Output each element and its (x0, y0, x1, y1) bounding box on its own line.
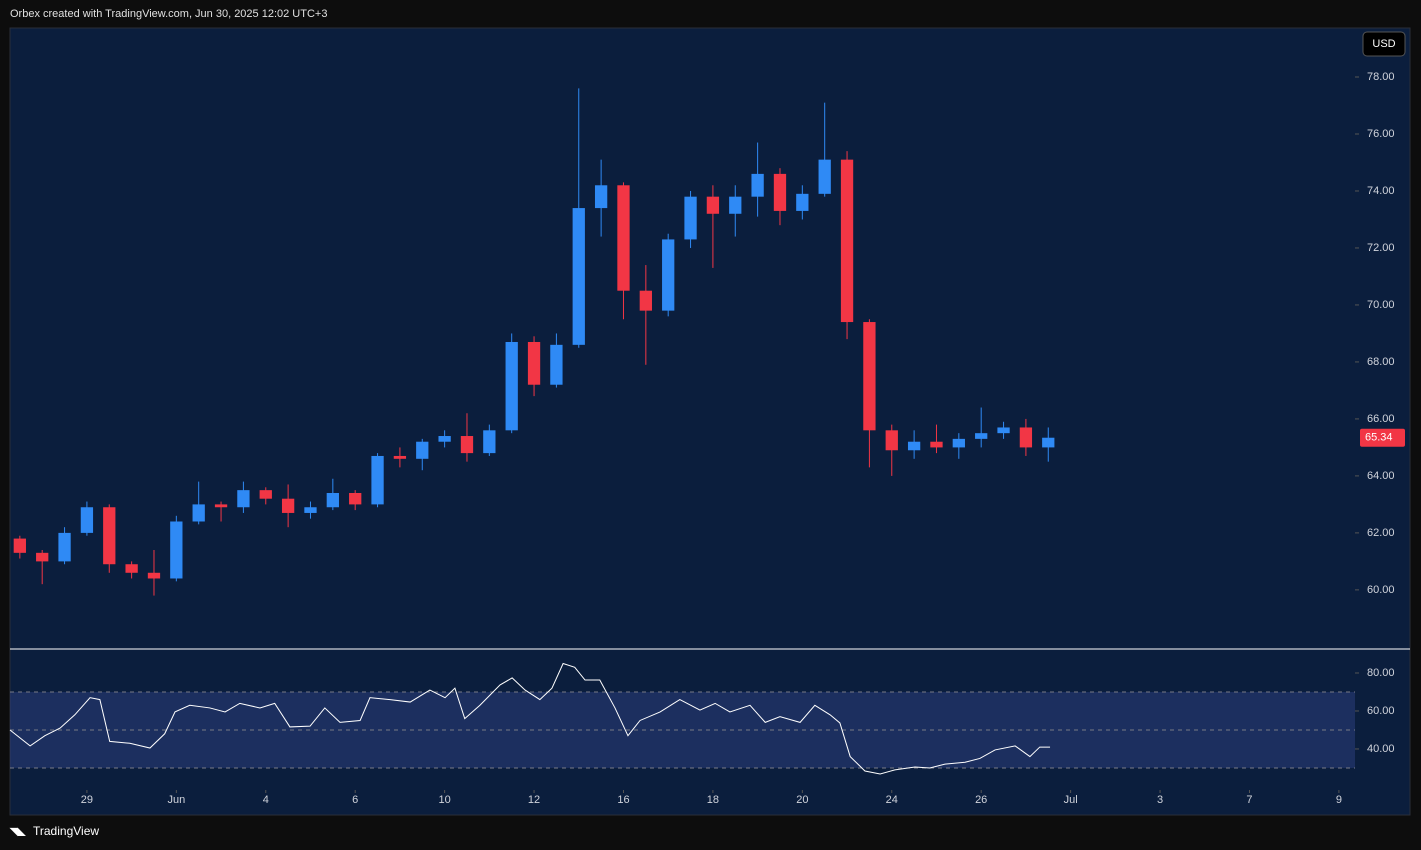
x-tick-label: Jul (1064, 794, 1078, 806)
x-tick-label: 9 (1336, 794, 1342, 806)
candle-body (751, 173, 764, 197)
candle-body (617, 185, 630, 291)
x-tick-label: 6 (352, 794, 358, 806)
x-tick-label: 16 (617, 794, 629, 806)
candle-body (13, 538, 26, 553)
y-tick-label: 62.00 (1367, 527, 1395, 539)
candle-body (125, 564, 138, 573)
x-tick-label: 26 (975, 794, 987, 806)
rsi-line (9, 662, 1051, 775)
x-tick-label: 20 (796, 794, 808, 806)
x-tick-label: 7 (1246, 794, 1252, 806)
y-tick-label: 76.00 (1367, 128, 1395, 140)
candle-body (170, 521, 183, 579)
y-tick-label: 64.00 (1367, 470, 1395, 482)
candle-body (192, 504, 205, 522)
x-tick-label: 29 (81, 794, 93, 806)
x-tick-label: 18 (707, 794, 719, 806)
x-tick-label: 10 (438, 794, 450, 806)
candle-body (304, 507, 317, 513)
last-price-box (1360, 428, 1405, 447)
candle-body (259, 490, 272, 499)
candle-body (975, 433, 988, 439)
y-tick-label: 70.00 (1367, 299, 1395, 311)
candle-body (952, 438, 965, 448)
candle-body (371, 455, 384, 505)
candle-body (58, 532, 71, 562)
footer-logo: TradingView (33, 824, 99, 838)
header-title: Orbex created with TradingView.com, Jun … (10, 8, 327, 20)
currency-label[interactable]: USD (1372, 38, 1395, 50)
x-tick-label: 4 (263, 794, 269, 806)
candle-body (572, 208, 585, 345)
candle-body (281, 498, 295, 513)
y-tick-label: 72.00 (1367, 242, 1395, 254)
x-tick-label: Jun (167, 794, 185, 806)
candle-body (550, 344, 563, 385)
y-tick-label: 74.00 (1367, 185, 1395, 197)
y-tick-label: 78.00 (1367, 71, 1395, 83)
candle-body (438, 436, 451, 442)
candle-body (773, 173, 787, 211)
candle-body (147, 572, 161, 579)
candle-body (662, 239, 675, 311)
candle-body (1042, 437, 1055, 448)
candle-body (237, 490, 250, 508)
candle-body (349, 493, 362, 505)
candle-body (505, 341, 518, 431)
candle-body (639, 290, 652, 311)
candle-body (326, 493, 339, 508)
candle-body (214, 504, 228, 508)
candle-body (818, 159, 831, 194)
candle-body (796, 193, 809, 211)
candle-body (483, 430, 496, 454)
currency-button[interactable] (1362, 31, 1406, 57)
candle-body (840, 159, 854, 323)
candle-body (930, 441, 943, 448)
y-tick-label: 60.00 (1367, 584, 1395, 596)
y-tick-label: 80.00 (1367, 667, 1395, 679)
candle-body (1019, 427, 1033, 448)
candle-body (393, 455, 407, 459)
y-tick-label: 68.00 (1367, 356, 1395, 368)
candle-body (997, 427, 1010, 434)
candle-body (729, 196, 742, 214)
candle-body (684, 196, 697, 240)
candle-body (80, 507, 94, 533)
candle-body (907, 441, 921, 451)
candle-body (863, 322, 876, 431)
candle-body (36, 552, 49, 562)
x-tick-label: 24 (886, 794, 898, 806)
candle-body (706, 196, 720, 214)
candle-body (527, 341, 541, 385)
y-tick-label: 60.00 (1367, 705, 1395, 717)
x-tick-label: 12 (528, 794, 540, 806)
candle-body (416, 441, 429, 459)
y-tick-label: 40.00 (1367, 743, 1395, 755)
x-tick-label: 3 (1157, 794, 1163, 806)
chart-frame (9, 27, 1411, 816)
last-price-label: 65.34 (1365, 432, 1393, 444)
candle-body (103, 507, 116, 565)
y-tick-label: 66.00 (1367, 413, 1395, 425)
logo-icon: ◥◣ (9, 827, 27, 838)
candle-body (885, 430, 898, 451)
candle-body (460, 436, 474, 454)
candle-body (594, 185, 608, 209)
